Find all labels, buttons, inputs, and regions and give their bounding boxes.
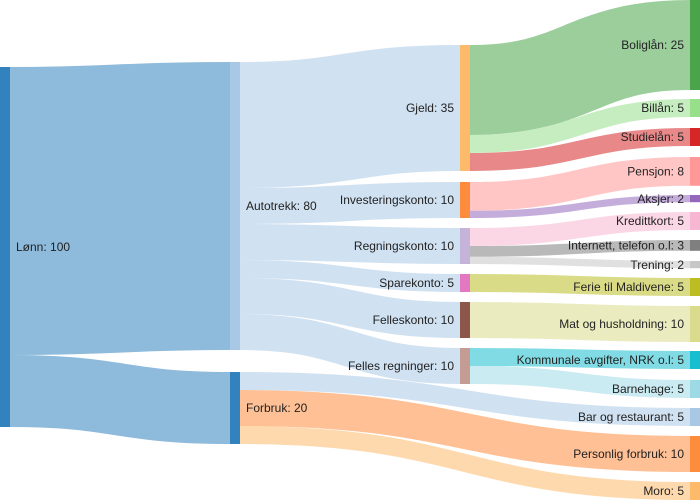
node-aksjer: [690, 195, 700, 203]
link-autotrekk-investeringskonto: [239, 182, 461, 224]
link-autotrekk-regningskonto: [239, 224, 461, 264]
sankey-labels: Lønn: 100 Autotrekk: 80 Forbruk: 20 Gjeld: …: [16, 38, 684, 498]
link-felles-regninger-kommunale: [469, 348, 691, 369]
node-pensjon: [690, 157, 700, 186]
label-moro: Moro: 5: [643, 484, 684, 498]
node-felleskonto: [460, 302, 470, 338]
node-regningskonto: [460, 228, 470, 264]
node-mat: [690, 306, 700, 342]
link-lonn-autotrekk: [9, 62, 231, 355]
link-autotrekk-felleskonto: [239, 278, 461, 338]
node-gjeld: [460, 45, 470, 171]
node-sparekonto: [460, 274, 470, 292]
link-regningskonto-trening: [469, 256, 691, 269]
label-ferie: Ferie til Maldivene: 5: [573, 280, 684, 294]
node-billan: [690, 99, 700, 117]
label-lonn: Lønn: 100: [16, 240, 70, 254]
link-lonn-forbruk: [9, 355, 231, 444]
node-personlig: [690, 436, 700, 472]
link-investeringskonto-pensjon: [469, 157, 691, 211]
node-investeringskonto: [460, 182, 470, 218]
node-ferie: [690, 278, 700, 296]
sankey-links: [9, 0, 691, 500]
node-boliglan: [690, 0, 700, 90]
link-gjeld-studielan: [469, 128, 691, 171]
node-studielan: [690, 128, 700, 146]
label-personlig: Personlig forbruk: 10: [573, 447, 684, 461]
link-forbruk-bar: [239, 372, 691, 426]
link-forbruk-personlig: [239, 390, 691, 472]
node-barnehage: [690, 380, 700, 398]
label-boliglan: Boliglån: 25: [621, 38, 684, 52]
label-studielan: Studielån: 5: [621, 130, 685, 144]
link-felles-regninger-barnehage: [469, 366, 691, 398]
node-internett: [690, 240, 700, 251]
label-felleskonto: Felleskonto: 10: [373, 313, 455, 327]
node-felles-regninger: [460, 348, 470, 384]
node-kommunale: [690, 351, 700, 369]
label-kommunale: Kommunale avgifter, NRK o.l: 5: [517, 353, 685, 367]
link-felleskonto-mat: [469, 302, 691, 342]
label-sparekonto: Sparekonto: 5: [379, 276, 454, 290]
link-autotrekk-gjeld: [239, 45, 461, 188]
label-kredittkort: Kredittkort: 5: [616, 214, 684, 228]
link-gjeld-billan: [469, 99, 691, 153]
link-regningskonto-kredittkort: [469, 212, 691, 246]
node-kredittkort: [690, 212, 700, 230]
label-mat: Mat og husholdning: 10: [559, 317, 684, 331]
label-felles-regninger: Felles regninger: 10: [348, 359, 454, 373]
link-autotrekk-felles-regninger: [239, 314, 461, 384]
link-sparekonto-ferie: [469, 274, 691, 296]
link-forbruk-moro: [239, 426, 691, 500]
label-investeringskonto: Investeringskonto: 10: [340, 193, 454, 207]
label-autotrekk: Autotrekk: 80: [246, 199, 317, 213]
label-barnehage: Barnehage: 5: [612, 382, 684, 396]
label-pensjon: Pensjon: 8: [627, 165, 684, 179]
link-investeringskonto-aksjer: [469, 195, 691, 218]
link-autotrekk-sparekonto: [239, 260, 461, 292]
label-regningskonto: Regningskonto: 10: [354, 239, 454, 253]
node-autotrekk: [230, 62, 240, 350]
label-trening: Trening: 2: [630, 258, 684, 272]
node-trening: [690, 261, 700, 269]
node-moro: [690, 482, 700, 500]
node-bar: [690, 408, 700, 426]
node-lonn: [0, 67, 10, 427]
link-gjeld-boliglan: [469, 0, 691, 135]
label-gjeld: Gjeld: 35: [406, 101, 454, 115]
link-regningskonto-internett: [469, 240, 691, 257]
label-aksjer: Aksjer: 2: [637, 192, 684, 206]
label-forbruk: Forbruk: 20: [246, 401, 308, 415]
label-billan: Billån: 5: [641, 101, 684, 115]
node-forbruk: [230, 372, 240, 444]
label-internett: Internett, telefon o.l: 3: [568, 239, 684, 253]
label-bar: Bar og restaurant: 5: [578, 410, 684, 424]
